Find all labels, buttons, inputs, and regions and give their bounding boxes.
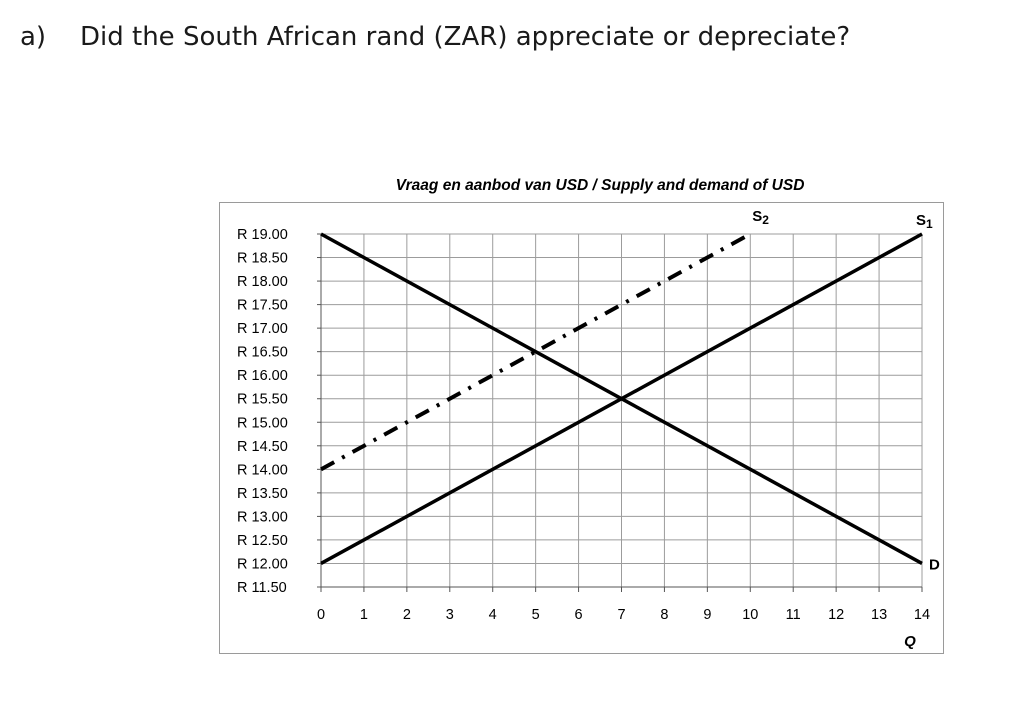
y-tick-label: R 12.00 (237, 556, 288, 572)
x-tick-label: 11 (786, 607, 801, 623)
x-tick-label: 2 (403, 607, 411, 623)
chart-frame (219, 202, 944, 654)
x-tick-label: 7 (617, 607, 625, 623)
series-line-s2 (320, 232, 752, 472)
x-tick-label: 12 (828, 607, 844, 623)
x-tick-label: 10 (742, 607, 758, 623)
y-tick-label: R 18.50 (237, 251, 288, 267)
x-tick-label: 9 (703, 607, 711, 623)
x-tick-label: 8 (660, 607, 668, 623)
x-axis-label: Q (904, 633, 916, 650)
chart-axes (317, 233, 923, 592)
y-tick-label: R 14.00 (237, 462, 288, 478)
y-tick-label: R 13.00 (237, 509, 288, 525)
y-tick-label: R 12.50 (237, 533, 288, 549)
y-tick-label: R 17.00 (237, 321, 288, 337)
x-tick-label: 1 (360, 607, 368, 623)
y-tick-label: R 11.50 (237, 580, 287, 596)
y-tick-label: R 14.50 (237, 439, 288, 455)
series-label-d: D (929, 556, 940, 573)
question-heading: a) Did the South African rand (ZAR) appre… (20, 22, 850, 52)
chart-series (320, 232, 923, 566)
chart-grid (321, 233, 923, 588)
y-tick-label: R 19.00 (237, 227, 288, 243)
series-labels: D S1 S2 (752, 208, 940, 573)
x-tick-label: 14 (914, 607, 930, 623)
x-tick-labels: 0 1 2 3 4 5 6 7 8 9 10 11 12 13 14 (317, 607, 930, 623)
y-tick-label: R 13.50 (237, 486, 288, 502)
y-tick-label: R 16.50 (237, 345, 288, 361)
x-tick-label: 5 (532, 607, 540, 623)
y-tick-labels: R 11.50 R 12.00 R 12.50 R 13.00 R 13.50 R 14.… (237, 227, 288, 596)
y-tick-label: R 18.00 (237, 274, 288, 290)
series-label-s2: S2 (752, 208, 769, 227)
y-tick-label: R 15.50 (237, 392, 288, 408)
x-tick-label: 4 (489, 607, 497, 623)
x-tick-label: 13 (871, 607, 887, 623)
series-line-s1 (320, 232, 923, 566)
x-tick-label: 3 (446, 607, 454, 623)
x-tick-label: 6 (575, 607, 583, 623)
y-tick-label: R 15.00 (237, 415, 288, 431)
y-tick-label: R 17.50 (237, 298, 288, 314)
chart-title: Vraag en aanbod van USD / Supply and dem… (396, 177, 805, 194)
question-text: Did the South African rand (ZAR) appreci… (80, 22, 851, 52)
series-label-s1: S1 (916, 212, 933, 231)
y-tick-label: R 16.00 (237, 368, 288, 384)
x-tick-label: 0 (317, 607, 325, 623)
question-number: a) (20, 22, 47, 52)
